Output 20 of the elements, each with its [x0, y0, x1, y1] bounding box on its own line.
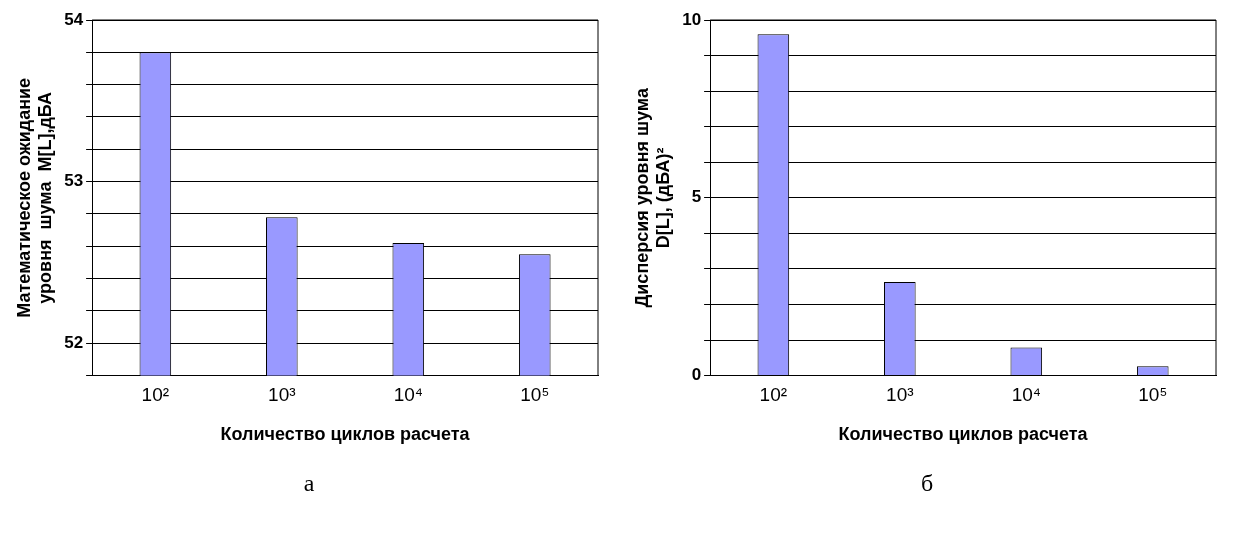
y-tick-label: 0 [691, 365, 702, 385]
x-axis-title: Количество циклов расчета [220, 424, 471, 445]
text: а [302, 470, 316, 497]
y-tick-label: 52 [64, 332, 84, 352]
x-tick-label: 10² [759, 384, 788, 406]
y-tick-label: 53 [64, 171, 84, 191]
text: б [919, 470, 935, 497]
x-tick-label: 10³ [268, 384, 296, 406]
y-tick-label: 10 [682, 9, 702, 29]
y-tick-label: 5 [691, 187, 702, 207]
y-tick-label: 54 [64, 9, 84, 29]
x-tick-label: 10⁴ [1011, 384, 1041, 406]
x-tick-label: 10⁵ [1138, 384, 1168, 406]
x-tick-label: 10³ [886, 384, 914, 406]
y-axis-title: Дисперсия уровня шума D[L], (дБА)² [631, 87, 674, 308]
x-tick-label: 10² [141, 384, 170, 406]
x-tick-label: 10⁵ [520, 384, 550, 406]
x-tick-label: 10⁴ [393, 384, 423, 406]
y-axis-title: Математическое ожидание уровня шума M[L],дБА [13, 77, 56, 318]
x-axis-title: Количество циклов расчета [838, 424, 1089, 445]
